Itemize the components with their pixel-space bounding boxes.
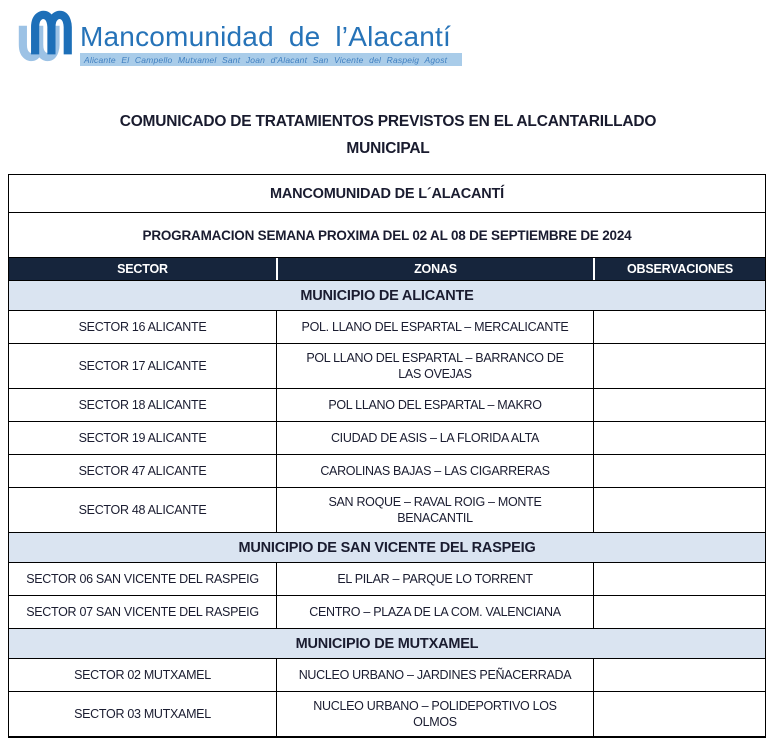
table-body: MUNICIPIO DE ALICANTE SECTOR 16 ALICANTE P…: [9, 281, 765, 737]
zona-cell: CAROLINAS BAJAS – LAS CIGARRERAS: [276, 455, 593, 487]
observaciones-cell: [593, 563, 765, 595]
column-header-row: SECTOR ZONAS OBSERVACIONES: [9, 258, 765, 281]
observaciones-cell: [593, 389, 765, 421]
sector-cell: SECTOR 17 ALICANTE: [78, 359, 207, 373]
zona-cell: POL. LLANO DEL ESPARTAL – MERCALICANTE: [276, 311, 593, 343]
table-title-row: MANCOMUNIDAD DE L´ALACANTÍ: [9, 175, 765, 213]
municipio-section-row: MUNICIPIO DE SAN VICENTE DEL RASPEIG: [9, 533, 765, 563]
zona-cell: POL LLANO DEL ESPARTAL – BARRANCO DE LAS…: [276, 344, 593, 388]
sector-cell: SECTOR 48 ALICANTE: [78, 503, 207, 517]
table-title: MANCOMUNIDAD DE L´ALACANTÍ: [269, 185, 505, 202]
zona-text: POL LLANO DEL ESPARTAL – MAKRO: [328, 398, 542, 412]
zona-text: CAROLINAS BAJAS – LAS CIGARRERAS: [320, 464, 550, 478]
mancomunidad-logo-icon: [18, 10, 72, 62]
municipio-section-label: MUNICIPIO DE SAN VICENTE DEL RASPEIG: [238, 539, 536, 556]
zona-text: POL. LLANO DEL ESPARTAL – MERCALICANTE: [301, 320, 569, 334]
table-row: SECTOR 16 ALICANTE POL. LLANO DEL ESPARTA…: [9, 311, 765, 344]
zona-cell: NUCLEO URBANO – POLIDEPORTIVO LOS OLMOS: [276, 692, 593, 736]
sector-cell: SECTOR 07 SAN VICENTE DEL RASPEIG: [26, 605, 259, 619]
zona-cell: CENTRO – PLAZA DE LA COM. VALENCIANA: [276, 596, 593, 628]
column-header-sector: SECTOR: [117, 262, 168, 276]
municipio-section-label: MUNICIPIO DE MUTXAMEL: [295, 635, 479, 652]
observaciones-cell: [593, 455, 765, 487]
observaciones-cell: [593, 692, 765, 736]
table-row: SECTOR 17 ALICANTE POL LLANO DEL ESPARTAL…: [9, 344, 765, 389]
municipio-section-row: MUNICIPIO DE MUTXAMEL: [9, 629, 765, 659]
zona-text: EL PILAR – PARQUE LO TORRENT: [337, 572, 533, 586]
zona-text: POL LLANO DEL ESPARTAL – BARRANCO DE LAS…: [306, 351, 564, 381]
table-row: SECTOR 03 MUTXAMEL NUCLEO URBANO – POLIDE…: [9, 692, 765, 737]
sector-cell: SECTOR 02 MUTXAMEL: [74, 668, 211, 682]
sector-cell: SECTOR 16 ALICANTE: [78, 320, 207, 334]
zona-cell: NUCLEO URBANO – JARDINES PEÑACERRADA: [276, 659, 593, 691]
zona-cell: SAN ROQUE – RAVAL ROIG – MONTE BENACANTI…: [276, 488, 593, 532]
column-header-observaciones: OBSERVACIONES: [593, 258, 765, 280]
sector-cell: SECTOR 19 ALICANTE: [78, 431, 207, 445]
zona-cell: POL LLANO DEL ESPARTAL – MAKRO: [276, 389, 593, 421]
zona-text: CIUDAD DE ASIS – LA FLORIDA ALTA: [330, 431, 540, 445]
table-subtitle: PROGRAMACION SEMANA PROXIMA DEL 02 AL 08…: [142, 227, 632, 243]
zona-text: NUCLEO URBANO – POLIDEPORTIVO LOS OLMOS: [313, 699, 557, 729]
observaciones-cell: [593, 596, 765, 628]
table-row: SECTOR 48 ALICANTE SAN ROQUE – RAVAL ROIG…: [9, 488, 765, 533]
brand-tagline: Alicante El Campello Mutxamel Sant Joan …: [84, 54, 448, 65]
table-row: SECTOR 06 SAN VICENTE DEL RASPEIG EL PILA…: [9, 563, 765, 596]
zona-text: CENTRO – PLAZA DE LA COM. VALENCIANA: [309, 605, 561, 619]
brand-wordmark: Mancomunidad de l’Alacantí: [80, 21, 451, 52]
observaciones-cell: [593, 488, 765, 532]
municipio-section-row: MUNICIPIO DE ALICANTE: [9, 281, 765, 311]
observaciones-cell: [593, 311, 765, 343]
table-row: SECTOR 19 ALICANTE CIUDAD DE ASIS – LA FL…: [9, 422, 765, 455]
brand-header: Mancomunidad de l’Alacantí Alicante El C…: [0, 0, 777, 86]
schedule-table: MANCOMUNIDAD DE L´ALACANTÍ PROGRAMACION …: [8, 174, 766, 738]
brand-text: Mancomunidad de l’Alacantí Alicante El C…: [80, 22, 462, 66]
table-row: SECTOR 02 MUTXAMEL NUCLEO URBANO – JARDIN…: [9, 659, 765, 692]
table-subtitle-row: PROGRAMACION SEMANA PROXIMA DEL 02 AL 08…: [9, 213, 765, 258]
table-row: SECTOR 47 ALICANTE CAROLINAS BAJAS – LAS …: [9, 455, 765, 488]
sector-cell: SECTOR 18 ALICANTE: [78, 398, 207, 412]
sector-cell: SECTOR 47 ALICANTE: [78, 464, 207, 478]
brand-tagline-band: Alicante El Campello Mutxamel Sant Joan …: [80, 53, 462, 66]
sector-cell: SECTOR 06 SAN VICENTE DEL RASPEIG: [26, 572, 259, 586]
zona-text: SAN ROQUE – RAVAL ROIG – MONTE BENACANTI…: [328, 495, 542, 525]
municipio-section-label: MUNICIPIO DE ALICANTE: [300, 287, 474, 304]
observaciones-cell: [593, 344, 765, 388]
sector-cell: SECTOR 03 MUTXAMEL: [74, 707, 211, 721]
document-title: COMUNICADO DE TRATAMIENTOS PREVISTOS EN …: [119, 113, 657, 157]
observaciones-cell: [593, 659, 765, 691]
zona-cell: CIUDAD DE ASIS – LA FLORIDA ALTA: [276, 422, 593, 454]
observaciones-cell: [593, 422, 765, 454]
zona-cell: EL PILAR – PARQUE LO TORRENT: [276, 563, 593, 595]
zona-text: NUCLEO URBANO – JARDINES PEÑACERRADA: [298, 668, 572, 682]
column-header-zonas: ZONAS: [276, 258, 593, 280]
table-row: SECTOR 07 SAN VICENTE DEL RASPEIG CENTRO …: [9, 596, 765, 629]
table-row: SECTOR 18 ALICANTE POL LLANO DEL ESPARTAL…: [9, 389, 765, 422]
